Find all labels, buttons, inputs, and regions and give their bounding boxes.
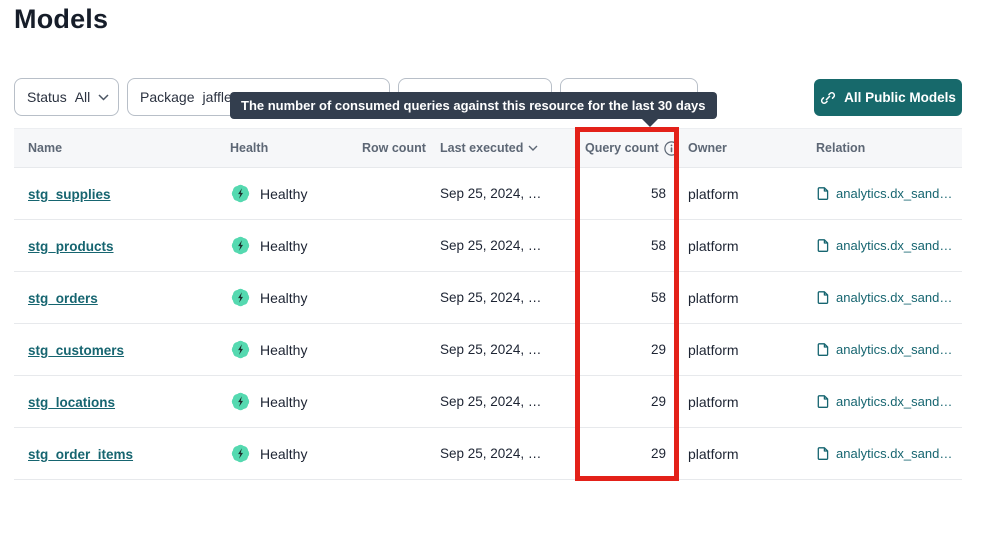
owner-cell: platform <box>688 341 739 358</box>
healthy-badge-icon <box>230 183 251 204</box>
last-executed-cell: Sep 25, 2024, … <box>440 238 542 253</box>
query-count-cell: 58 <box>650 238 666 253</box>
healthy-badge-icon <box>230 235 251 256</box>
relation-label: analytics.dx_sand… <box>836 290 953 305</box>
healthy-badge-icon <box>230 391 251 412</box>
table-row: stg_customers Healthy Sep 25, 2024, … 29… <box>14 324 962 376</box>
health-status-label: Healthy <box>260 445 308 462</box>
model-name-link[interactable]: stg_supplies <box>28 186 111 202</box>
relation-link[interactable]: analytics.dx_sand… <box>816 238 962 253</box>
relation-label: analytics.dx_sand… <box>836 446 953 461</box>
health-status-label: Healthy <box>260 341 308 358</box>
column-header-owner[interactable]: Owner <box>688 141 727 155</box>
relation-link[interactable]: analytics.dx_sand… <box>816 186 962 201</box>
all-public-models-button[interactable]: All Public Models <box>814 79 962 116</box>
column-header-relation[interactable]: Relation <box>816 141 866 155</box>
column-header-health[interactable]: Health <box>230 141 269 155</box>
relation-link[interactable]: analytics.dx_sand… <box>816 394 962 409</box>
file-icon <box>816 342 830 357</box>
column-header-row-count[interactable]: Row count <box>362 141 426 155</box>
page-title: Models <box>14 4 109 34</box>
owner-cell: platform <box>688 393 739 410</box>
table-row: stg_order_items Healthy Sep 25, 2024, … … <box>14 428 962 480</box>
health-status-label: Healthy <box>260 393 308 410</box>
healthy-badge-icon <box>230 443 251 464</box>
all-public-models-label: All Public Models <box>844 90 956 105</box>
file-icon <box>816 186 830 201</box>
query-count-cell: 29 <box>650 394 666 409</box>
sort-chevron-icon <box>528 145 538 151</box>
query-count-cell: 29 <box>650 446 666 461</box>
table-row: stg_products Healthy Sep 25, 2024, … 58 … <box>14 220 962 272</box>
column-header-last-executed[interactable]: Last executed <box>440 141 585 155</box>
status-filter[interactable]: Status All <box>14 78 119 116</box>
query-count-cell: 29 <box>650 342 666 357</box>
query-count-cell: 58 <box>650 290 666 305</box>
model-name-link[interactable]: stg_orders <box>28 290 98 306</box>
last-executed-cell: Sep 25, 2024, … <box>440 290 542 305</box>
model-name-link[interactable]: stg_customers <box>28 342 125 358</box>
link-icon <box>820 90 836 106</box>
file-icon <box>816 238 830 253</box>
info-icon[interactable] <box>663 140 679 156</box>
health-status-label: Healthy <box>260 237 308 254</box>
last-executed-cell: Sep 25, 2024, … <box>440 446 542 461</box>
table-row: stg_orders Healthy Sep 25, 2024, … 58 pl… <box>14 272 962 324</box>
relation-label: analytics.dx_sand… <box>836 238 953 253</box>
last-executed-label: Last executed <box>440 141 524 155</box>
relation-link[interactable]: analytics.dx_sand… <box>816 446 962 461</box>
owner-cell: platform <box>688 289 739 306</box>
chevron-down-icon <box>98 93 109 101</box>
relation-label: analytics.dx_sand… <box>836 394 953 409</box>
column-header-query-count[interactable]: Query count <box>585 140 688 156</box>
owner-cell: platform <box>688 445 739 462</box>
relation-link[interactable]: analytics.dx_sand… <box>816 342 962 357</box>
relation-label: analytics.dx_sand… <box>836 186 953 201</box>
model-name-link[interactable]: stg_products <box>28 238 114 254</box>
model-name-link[interactable]: stg_order_items <box>28 446 134 462</box>
column-header-name[interactable]: Name <box>28 141 63 155</box>
relation-link[interactable]: analytics.dx_sand… <box>816 290 962 305</box>
query-count-label: Query count <box>585 141 659 155</box>
last-executed-cell: Sep 25, 2024, … <box>440 186 542 201</box>
last-executed-cell: Sep 25, 2024, … <box>440 342 542 357</box>
models-table: Name Health Row count Last executed Quer… <box>14 128 962 480</box>
table-row: stg_supplies Healthy Sep 25, 2024, … 58 … <box>14 168 962 220</box>
file-icon <box>816 290 830 305</box>
status-filter-label: Status <box>27 89 67 105</box>
healthy-badge-icon <box>230 287 251 308</box>
owner-cell: platform <box>688 185 739 202</box>
relation-label: analytics.dx_sand… <box>836 342 953 357</box>
table-row: stg_locations Healthy Sep 25, 2024, … 29… <box>14 376 962 428</box>
model-name-link[interactable]: stg_locations <box>28 394 116 410</box>
file-icon <box>816 394 830 409</box>
table-header-row: Name Health Row count Last executed Quer… <box>14 128 962 168</box>
package-filter-label: Package <box>140 89 195 105</box>
health-status-label: Healthy <box>260 185 308 202</box>
owner-cell: platform <box>688 237 739 254</box>
healthy-badge-icon <box>230 339 251 360</box>
last-executed-cell: Sep 25, 2024, … <box>440 394 542 409</box>
status-filter-value: All <box>74 89 91 105</box>
query-count-cell: 58 <box>650 186 666 201</box>
query-count-tooltip: The number of consumed queries against t… <box>230 92 717 119</box>
file-icon <box>816 446 830 461</box>
health-status-label: Healthy <box>260 289 308 306</box>
tooltip-arrow <box>641 118 659 127</box>
